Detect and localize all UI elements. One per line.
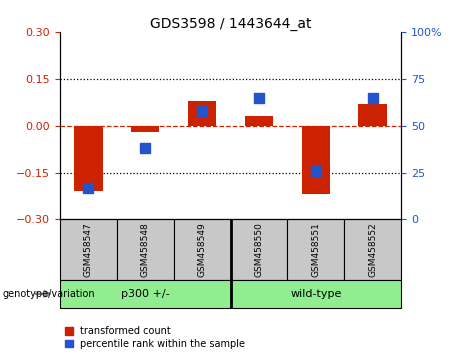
Text: GSM458549: GSM458549 <box>198 222 207 277</box>
Bar <box>117 219 174 280</box>
Bar <box>230 280 401 308</box>
Point <box>142 145 149 151</box>
Bar <box>301 126 330 194</box>
Point <box>198 108 206 114</box>
Text: genotype/variation: genotype/variation <box>2 289 95 299</box>
Bar <box>358 104 387 126</box>
Point <box>255 95 263 101</box>
Text: GSM458548: GSM458548 <box>141 222 150 277</box>
Bar <box>188 101 216 126</box>
Bar <box>74 126 102 191</box>
Bar <box>344 219 401 280</box>
Bar <box>60 280 230 308</box>
Bar <box>245 116 273 126</box>
Text: GSM458547: GSM458547 <box>84 222 93 277</box>
Text: GSM458552: GSM458552 <box>368 222 377 277</box>
Bar <box>287 219 344 280</box>
Point <box>369 95 376 101</box>
Title: GDS3598 / 1443644_at: GDS3598 / 1443644_at <box>150 17 311 31</box>
Bar <box>60 219 117 280</box>
Bar <box>230 219 287 280</box>
Text: wild-type: wild-type <box>290 289 342 299</box>
Bar <box>174 219 230 280</box>
Text: GSM458550: GSM458550 <box>254 222 263 277</box>
Text: GSM458551: GSM458551 <box>311 222 320 277</box>
Legend: transformed count, percentile rank within the sample: transformed count, percentile rank withi… <box>65 326 245 349</box>
Point <box>85 185 92 190</box>
Text: p300 +/-: p300 +/- <box>121 289 170 299</box>
Point <box>312 168 319 173</box>
Bar <box>131 126 160 132</box>
